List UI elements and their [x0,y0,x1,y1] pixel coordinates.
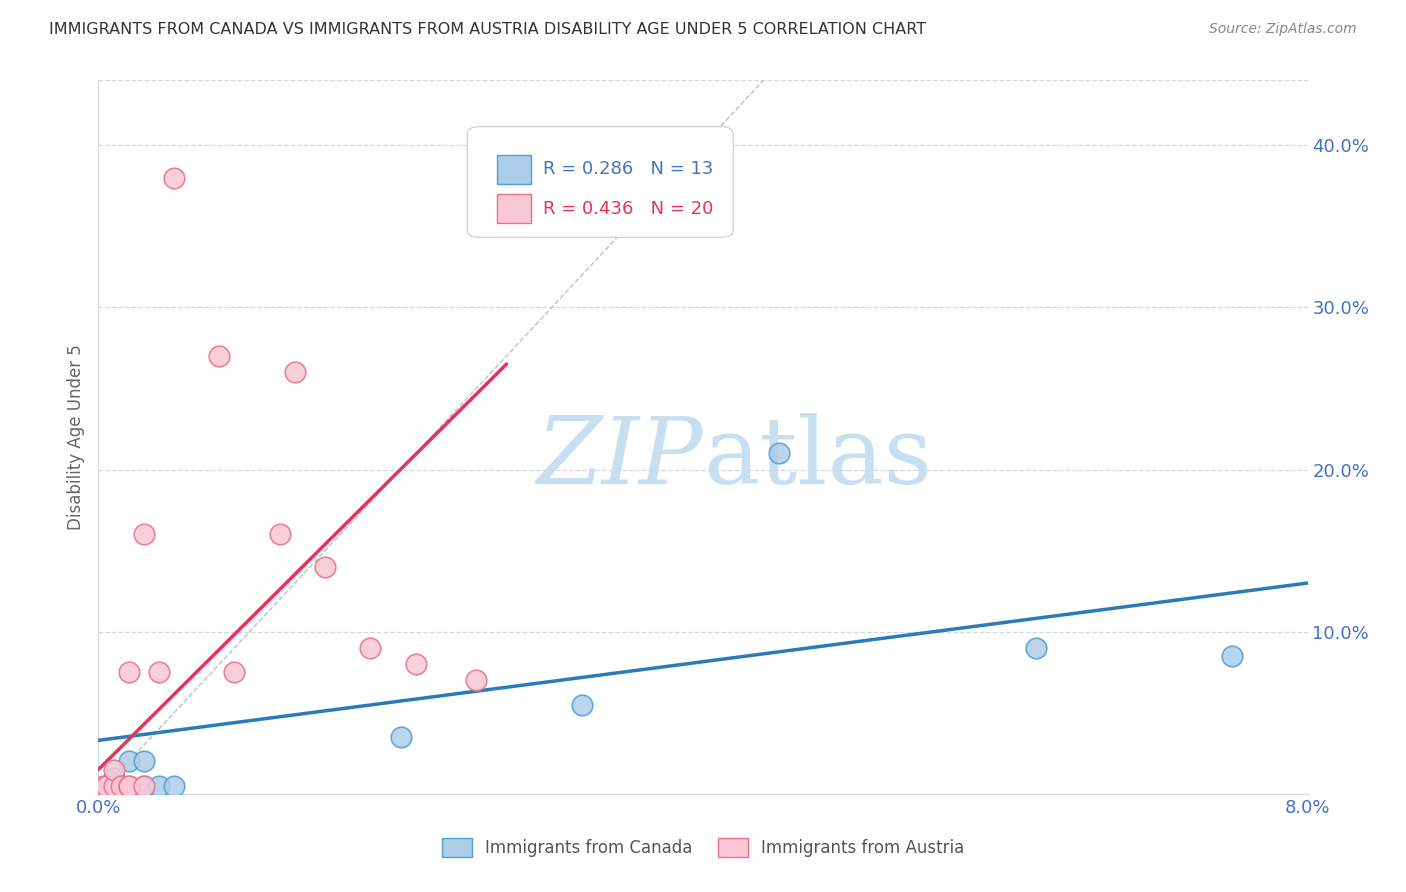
Point [103,763,125,777]
Point [110,779,132,793]
FancyBboxPatch shape [498,155,531,184]
Point [1220,648,1243,663]
Text: IMMIGRANTS FROM CANADA VS IMMIGRANTS FROM AUSTRIA DISABILITY AGE UNDER 5 CORRELA: IMMIGRANTS FROM CANADA VS IMMIGRANTS FRO… [49,22,927,37]
Point [224,665,246,680]
Point [118,755,141,769]
Point [94,779,117,793]
Y-axis label: Disability Age Under 5: Disability Age Under 5 [66,344,84,530]
Text: Source: ZipAtlas.com: Source: ZipAtlas.com [1209,22,1357,37]
FancyBboxPatch shape [498,194,531,223]
Point [132,779,155,793]
Point [571,698,593,712]
Point [465,673,488,688]
Point [360,640,382,655]
Legend: Immigrants from Canada, Immigrants from Austria: Immigrants from Canada, Immigrants from … [436,831,970,864]
Text: atlas: atlas [703,414,932,503]
Point [208,349,231,363]
Text: R = 0.286   N = 13: R = 0.286 N = 13 [543,161,714,178]
Point [103,779,125,793]
Point [91,779,114,793]
Point [148,665,170,680]
Point [110,779,132,793]
Point [768,446,790,460]
Text: ZIP: ZIP [536,414,703,503]
Point [405,657,427,672]
Point [163,170,186,185]
FancyBboxPatch shape [467,127,734,237]
Point [118,665,141,680]
Point [1025,640,1047,655]
Point [103,771,125,785]
Text: R = 0.436   N = 20: R = 0.436 N = 20 [543,200,714,218]
Point [132,779,155,793]
Point [284,365,307,379]
Point [94,779,117,793]
Point [132,755,155,769]
Point [148,779,170,793]
Point [314,559,336,574]
Point [163,779,186,793]
Point [269,527,291,541]
Point [389,730,412,744]
Point [132,527,155,541]
Point [118,779,141,793]
Point [118,779,141,793]
